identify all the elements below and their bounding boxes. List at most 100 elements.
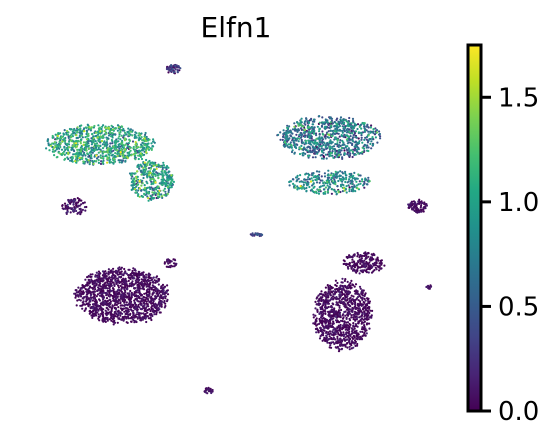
scatter-point [130,174,133,177]
scatter-point [165,173,168,176]
scatter-point [353,285,356,288]
scatter-point [104,142,107,146]
scatter-point [314,152,317,155]
scatter-point [355,150,358,153]
scatter-point [348,186,351,189]
scatter-point [356,325,359,328]
scatter-point [96,289,99,292]
scatter-point [312,183,315,186]
scatter-point [126,285,129,289]
scatter-point [341,156,344,159]
scatter-point [321,116,324,119]
scatter-point [378,130,381,133]
scatter-point [48,149,51,152]
scatter-point [311,156,315,159]
scatter-point [345,287,348,290]
scatter-point [101,125,104,128]
scatter-point [108,276,111,279]
scatter-point [102,291,105,294]
scatter-point [320,175,323,178]
scatter-point [337,297,341,300]
scatter-point [349,255,352,258]
scatter-point [359,262,362,265]
scatter-point [370,314,373,317]
scatter-point [107,304,110,307]
scatter-point [353,184,356,187]
scatter-point [110,289,113,292]
scatter-point [342,327,345,330]
scatter-point [324,145,327,149]
scatter-point [339,286,342,289]
scatter-point [326,294,329,298]
scatter-point [318,115,321,118]
scatter-point [133,299,136,302]
scatter-point [327,299,330,302]
scatter-point [366,306,369,310]
scatter-point [133,301,136,304]
scatter-point [343,320,346,323]
scatter-point [114,301,117,304]
scatter-point [341,119,344,122]
scatter-point [55,148,59,151]
scatter-point [327,124,330,127]
scatter-point [368,327,371,330]
scatter-point [154,187,157,191]
scatter-point [347,125,350,128]
scatter-point [326,333,329,336]
scatter-point [340,149,343,152]
scatter-point [147,199,150,202]
scatter-point [103,301,106,304]
scatter-point [97,313,100,316]
scatter-point [342,141,345,144]
scatter-point [87,144,90,147]
scatter-point [334,170,337,173]
scatter-point [90,275,93,278]
scatter-point [307,139,310,142]
scatter-point [252,233,255,236]
scatter-point [118,273,121,276]
scatter-point [335,296,338,299]
scatter-point [312,313,315,316]
scatter-point [138,270,141,274]
scatter-point [348,337,351,340]
scatter-point [325,331,328,334]
scatter-point [343,147,346,150]
scatter-point [78,154,81,157]
scatter-point [53,154,56,157]
scatter-point [59,145,62,149]
scatter-point [344,314,347,317]
scatter-point [356,127,359,131]
scatter-point [354,319,357,322]
scatter-point [104,270,107,273]
scatter-point [210,389,213,392]
scatter-point [110,317,113,320]
scatter-point [113,276,116,279]
scatter-point [316,125,319,128]
scatter-point [89,306,92,309]
scatter-point [141,148,144,151]
scatter-point [127,127,130,130]
scatter-point [357,152,360,155]
scatter-point [341,287,344,291]
scatter-point [312,186,315,189]
scatter-point [328,310,331,314]
scatter-point [108,280,111,283]
scatter-point [360,257,363,260]
scatter-point [119,314,122,317]
scatter-point [317,192,321,195]
scatter-point [350,316,353,319]
scatter-point [63,129,66,132]
scatter-point [364,292,367,295]
scatter-point [323,326,326,330]
scatter-point [354,305,357,308]
scatter-point [210,391,213,395]
scatter-point [333,311,336,314]
scatter-point [163,171,166,174]
scatter-point [321,339,324,342]
scatter-point [78,298,81,301]
scatter-point [78,211,81,214]
scatter-point [160,305,163,308]
scatter-point [140,304,143,307]
scatter-point [321,184,324,187]
scatter-point [143,299,147,302]
